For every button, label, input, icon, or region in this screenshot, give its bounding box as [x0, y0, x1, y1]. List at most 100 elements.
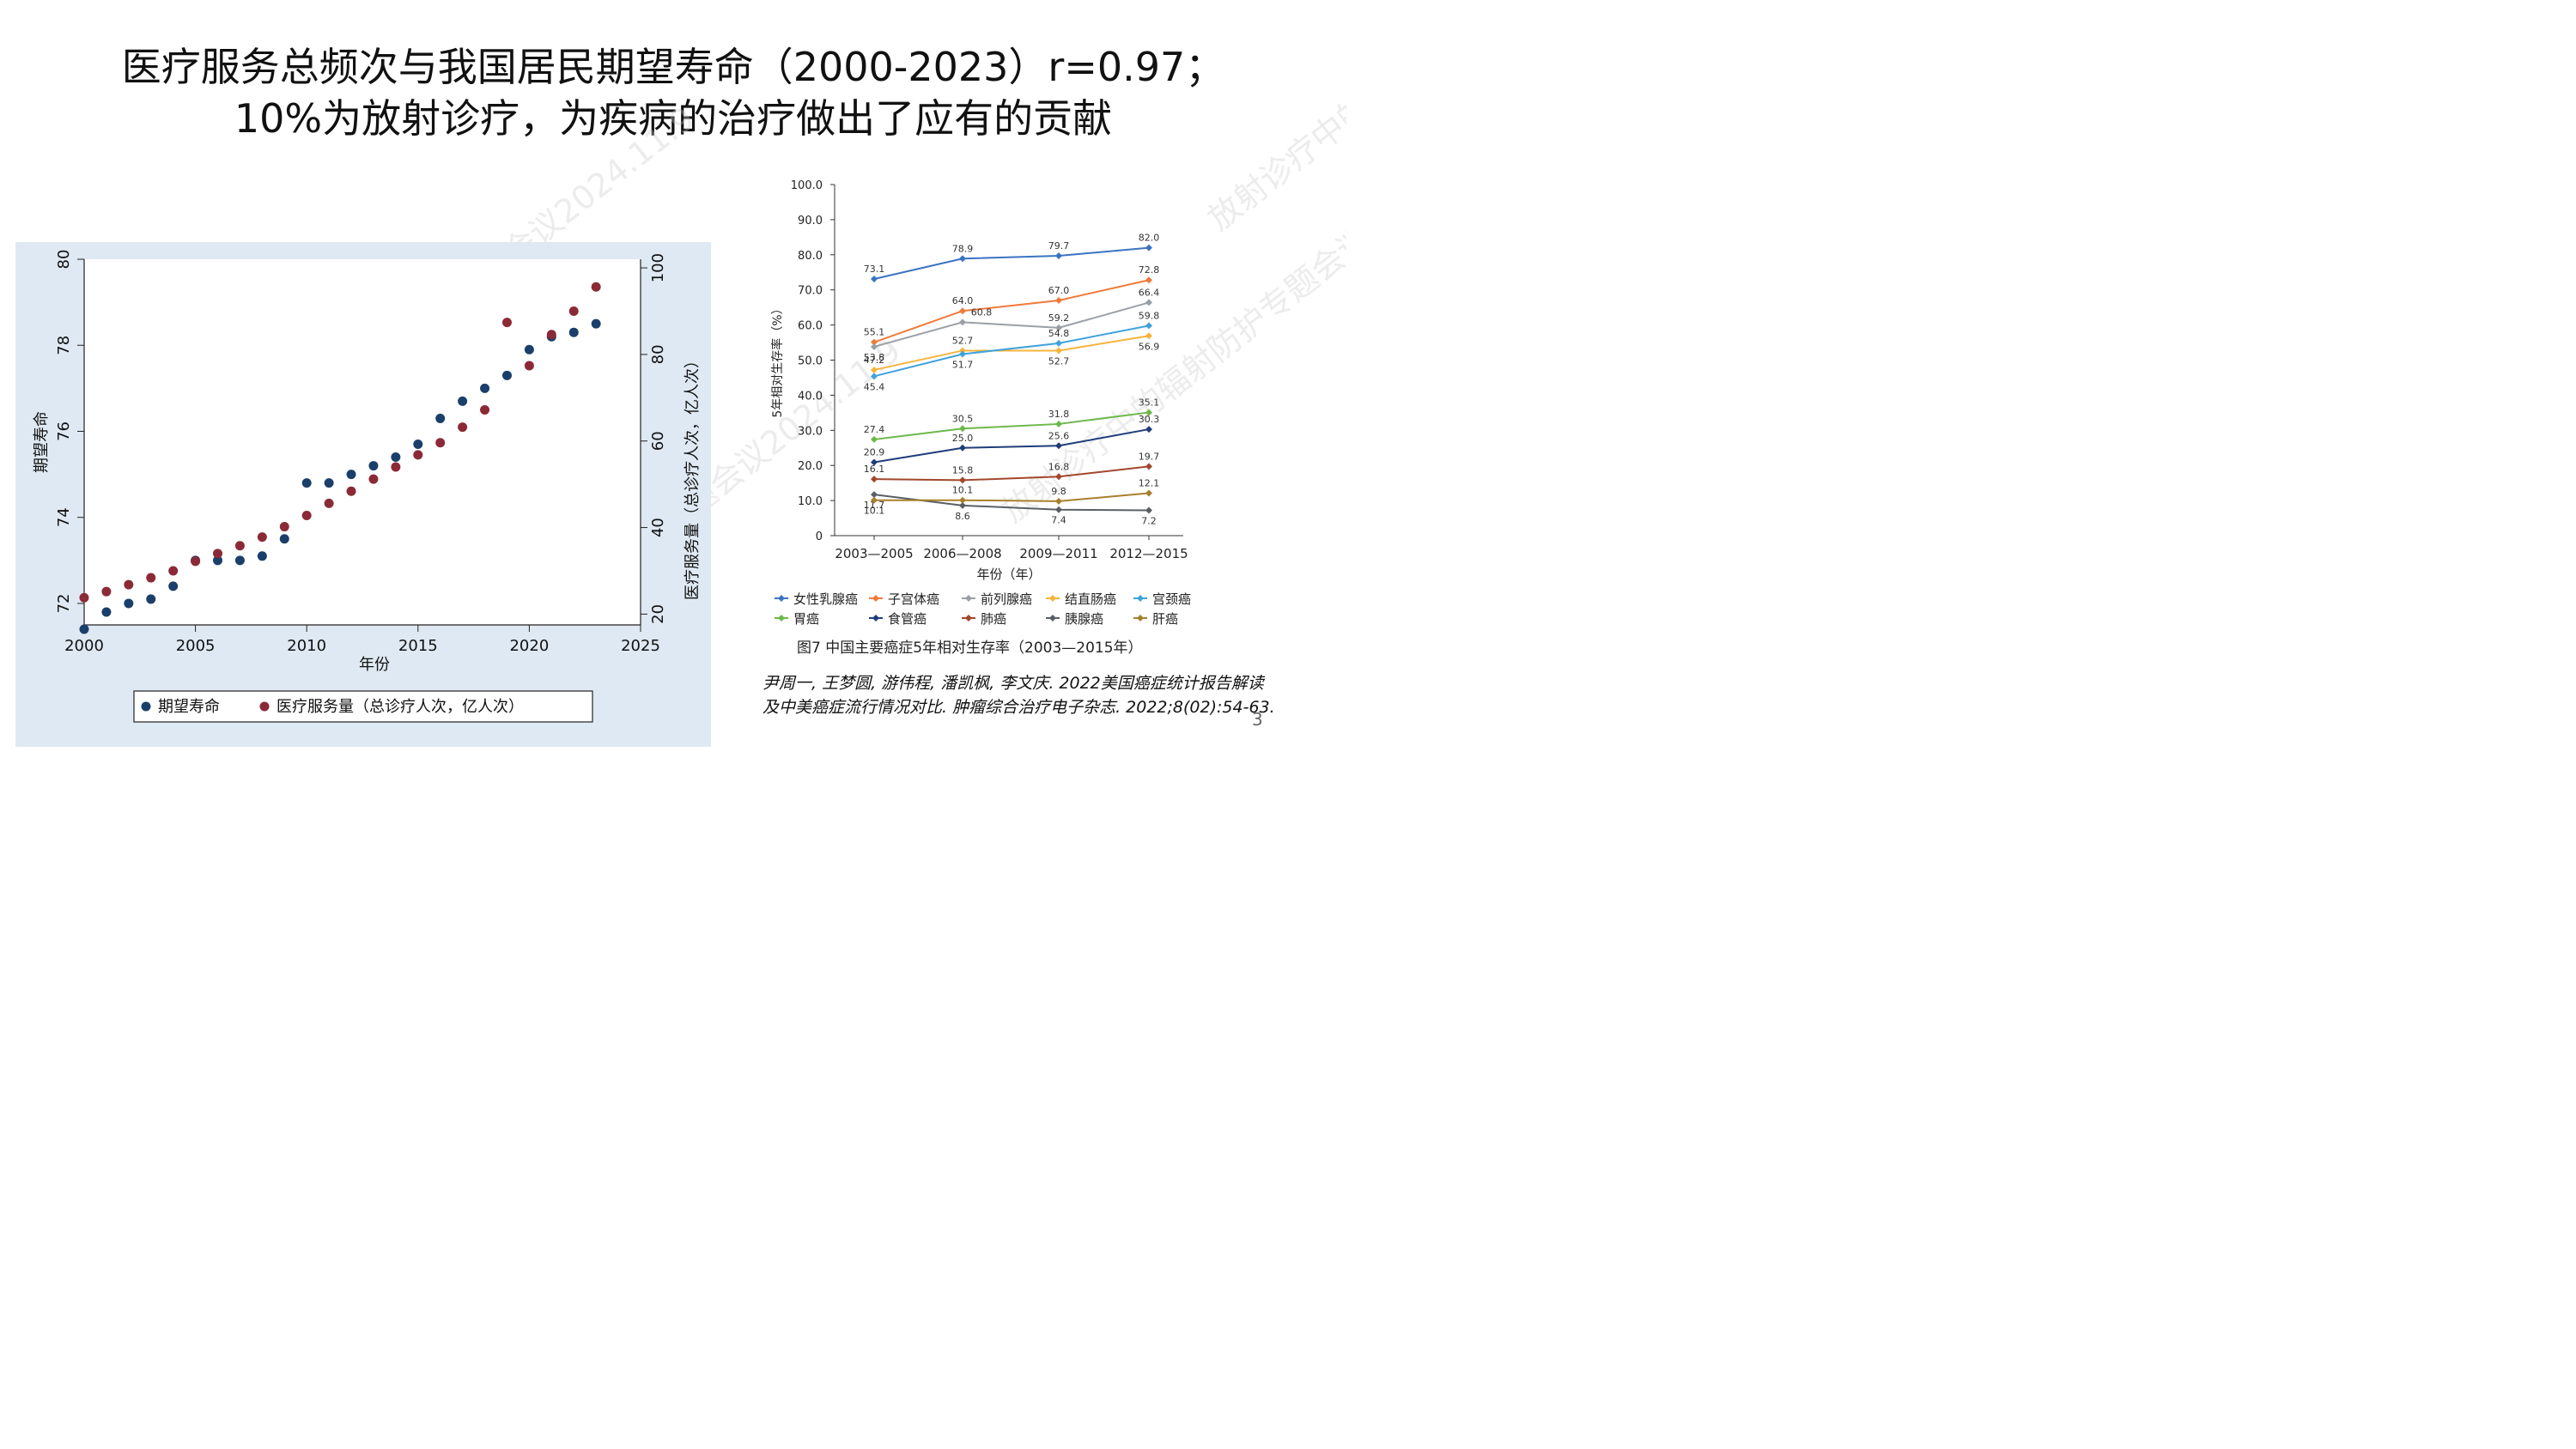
title-line-1: 医疗服务总频次与我国居民期望寿命（2000-2023）r=0.97； — [121, 44, 1225, 90]
life-expectancy-point — [524, 344, 534, 355]
data-label: 11.7 — [864, 500, 885, 511]
data-label: 51.7 — [952, 360, 974, 371]
medical-service-point — [257, 532, 267, 543]
life-expectancy-point — [146, 594, 156, 604]
life-expectancy-point — [324, 478, 334, 488]
y-tick-label: 40.0 — [798, 390, 823, 403]
data-label: 55.1 — [864, 327, 885, 338]
slide-title: 医疗服务总频次与我国居民期望寿命（2000-2023）r=0.97； 10%为放… — [0, 41, 1346, 144]
y-tick-label-right: 100 — [649, 253, 667, 282]
data-point — [1055, 473, 1062, 481]
data-point — [871, 476, 878, 483]
medical-service-point — [168, 566, 179, 576]
data-point — [1145, 299, 1152, 306]
y-tick-label-left: 78 — [55, 336, 73, 355]
series-line — [873, 465, 1150, 482]
data-label: 79.7 — [1048, 240, 1070, 252]
life-expectancy-point — [79, 624, 89, 634]
legend-label: 肝癌 — [1152, 611, 1178, 627]
x-tick-label: 2005 — [176, 637, 216, 655]
data-label: 52.7 — [952, 335, 974, 346]
medical-service-point — [346, 486, 356, 496]
data-label: 66.4 — [1139, 287, 1160, 298]
data-point — [871, 373, 878, 380]
data-point — [1145, 244, 1152, 252]
y-tick-label: 50.0 — [798, 355, 823, 368]
life-expectancy-point — [368, 461, 379, 471]
data-label: 72.8 — [1139, 264, 1160, 276]
data-point — [1145, 489, 1152, 497]
data-point — [959, 501, 966, 509]
data-point — [1055, 442, 1062, 450]
legend: 期望寿命 医疗服务量（总诊疗人次，亿人次） — [133, 690, 593, 723]
data-point — [1145, 426, 1152, 433]
data-label: 10.1 — [864, 506, 885, 517]
y-tick-label-right: 60 — [649, 431, 667, 451]
chart-caption: 图7 中国主要癌症5年相对生存率（2003—2015年） — [797, 640, 1143, 657]
series-line — [873, 411, 1150, 440]
legend-marker — [778, 595, 785, 602]
x-tick-label: 2009—2011 — [1019, 546, 1097, 561]
data-label: 59.8 — [1139, 310, 1160, 321]
legend-marker — [1049, 595, 1056, 602]
legend-label: 胃癌 — [793, 611, 819, 627]
data-point — [1055, 420, 1062, 427]
data-label: 52.7 — [1048, 355, 1070, 367]
data-label: 59.2 — [1048, 312, 1070, 324]
legend-marker — [965, 615, 972, 621]
data-label: 73.1 — [864, 264, 885, 275]
medical-service-point — [546, 330, 556, 340]
medical-service-point — [435, 438, 446, 448]
medical-service-point — [301, 510, 312, 520]
y-tick-label-left: 72 — [55, 593, 73, 613]
x-tick-label: 2025 — [621, 637, 660, 655]
cancer-survival-line-chart: 0 10.0 20.0 30.0 40.0 50.0 60.0 70.0 80.0 90.0 100… — [770, 179, 1191, 657]
y-tick-label: 70.0 — [798, 285, 823, 298]
data-label: 16.1 — [864, 464, 885, 475]
data-label: 8.6 — [955, 511, 970, 522]
medical-service-point — [324, 498, 334, 508]
data-point — [1055, 252, 1062, 260]
legend-marker — [1137, 595, 1144, 602]
data-point — [871, 491, 878, 499]
life-expectancy-point — [213, 555, 223, 566]
x-tick-label: 2012—2015 — [1109, 546, 1188, 561]
data-point — [1055, 497, 1062, 505]
data-point — [1055, 506, 1062, 513]
life-expectancy-point — [591, 318, 601, 329]
data-point — [959, 350, 966, 358]
legend-label: 肺癌 — [981, 611, 1006, 627]
legend-marker — [778, 615, 785, 621]
medical-service-point — [234, 541, 245, 551]
series-line — [873, 335, 1150, 371]
life-expectancy-point — [101, 607, 112, 617]
x-axis-title: 年份 — [359, 656, 390, 674]
medical-service-point — [101, 586, 112, 597]
legend-label: 宫颈癌 — [1152, 591, 1191, 607]
y-axis-title-right: 医疗服务量（总诊疗人次，亿人次） — [683, 353, 702, 600]
y-tick-label: 20.0 — [798, 460, 823, 473]
legend-label: 结直肠癌 — [1065, 591, 1116, 607]
data-label: 60.8 — [971, 306, 993, 318]
legend-label: 食管癌 — [888, 611, 927, 627]
data-label: 25.0 — [952, 433, 974, 444]
plot-area — [84, 259, 641, 625]
series-line — [873, 324, 1150, 378]
data-label: 25.6 — [1048, 430, 1070, 441]
x-tick-label: 2000 — [64, 637, 104, 655]
data-point — [959, 476, 966, 484]
data-label: 53.8 — [864, 352, 885, 363]
x-tick-label: 2006—2008 — [923, 546, 1001, 561]
data-label: 30.5 — [952, 413, 974, 424]
data-label: 45.4 — [864, 381, 885, 392]
life-expectancy-point — [568, 327, 579, 337]
medical-service-point — [124, 579, 134, 590]
medical-service-point — [213, 549, 223, 559]
citation: 尹周一, 王梦圆, 游伟程, 潘凯枫, 李文庆. 2022美国癌症统计报告解读及… — [762, 674, 1275, 717]
life-expectancy-point — [301, 478, 312, 488]
data-label: 64.0 — [952, 295, 974, 306]
series-line — [873, 279, 1150, 343]
data-point — [1055, 296, 1062, 304]
data-point — [1145, 332, 1152, 340]
